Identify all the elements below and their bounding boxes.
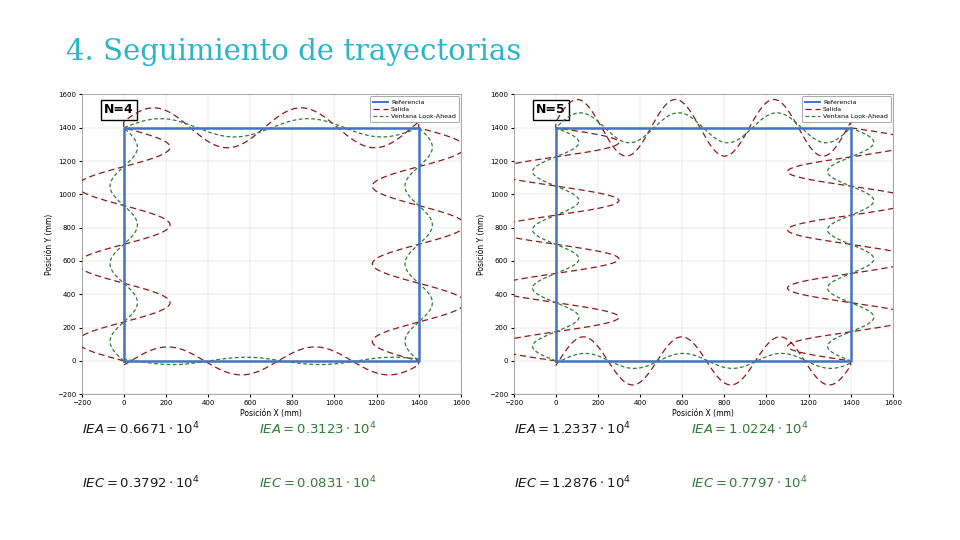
Legend: Referencia, Salida, Ventana Look-Ahead: Referencia, Salida, Ventana Look-Ahead [802,96,891,123]
Text: $IEC = 0.7797 \cdot 10^4$: $IEC = 0.7797 \cdot 10^4$ [691,475,807,492]
Text: $IEA = 0.3123 \cdot 10^4$: $IEA = 0.3123 \cdot 10^4$ [259,421,377,438]
Y-axis label: Posición Y (mm): Posición Y (mm) [45,214,54,275]
X-axis label: Posición X (mm): Posición X (mm) [240,409,302,417]
Text: $IEC = 1.2876 \cdot 10^4$: $IEC = 1.2876 \cdot 10^4$ [514,475,631,492]
Legend: Referencia, Salida, Ventana Look-Ahead: Referencia, Salida, Ventana Look-Ahead [370,96,459,123]
Text: $IEA = 1.2337 \cdot 10^4$: $IEA = 1.2337 \cdot 10^4$ [514,421,631,438]
Y-axis label: Posición Y (mm): Posición Y (mm) [477,214,486,275]
Text: $IEA = 1.0224 \cdot 10^4$: $IEA = 1.0224 \cdot 10^4$ [691,421,809,438]
Text: N=4: N=4 [105,104,134,117]
Text: Prueba 2: Ruedas sobre el suelo: Prueba 2: Ruedas sobre el suelo [18,169,28,371]
Text: $IEC = 0.0831 \cdot 10^4$: $IEC = 0.0831 \cdot 10^4$ [259,475,377,492]
Text: $IEA = 0.6671 \cdot 10^4$: $IEA = 0.6671 \cdot 10^4$ [82,421,200,438]
X-axis label: Posición X (mm): Posición X (mm) [672,409,734,417]
Text: 4. Seguimiento de trayectorias: 4. Seguimiento de trayectorias [66,38,521,66]
Text: N=5: N=5 [537,104,566,117]
Text: $IEC = 0.3792 \cdot 10^4$: $IEC = 0.3792 \cdot 10^4$ [82,475,200,492]
